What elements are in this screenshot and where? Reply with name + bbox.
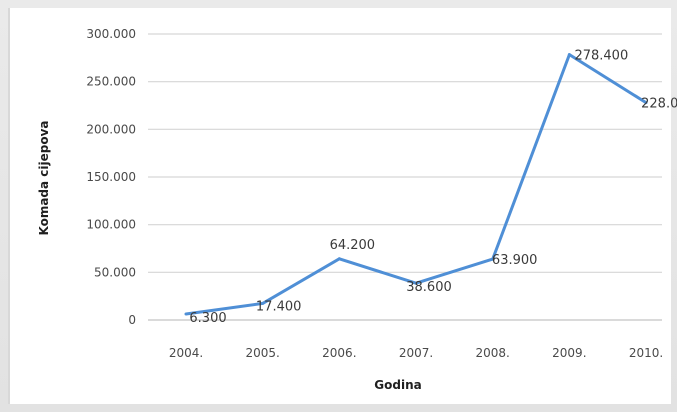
data-label: 278.400 [574,49,628,64]
x-tick-label: 2004. [169,346,203,360]
chart-area [8,8,671,404]
x-tick-label: 2005. [245,346,279,360]
data-label: 17.400 [256,299,302,314]
series-line-layer [184,53,648,316]
series-line [185,53,647,316]
y-tick-label: 150.000 [86,170,136,184]
x-tick-label: 2009. [552,346,586,360]
x-tick-label: 2007. [399,346,433,360]
data-label: 63.900 [492,253,538,268]
x-tick-label: 2010. [629,346,663,360]
data-label: 64.200 [330,238,376,253]
data-point [414,281,418,285]
data-point [261,301,265,305]
data-point [567,53,571,57]
gridlines [148,33,662,321]
x-axis-ticks: 2004. 2005. 2006. 2007. 2008. 2009. 2010. [169,346,663,360]
data-point [337,257,341,261]
data-labels: 6.300 17.400 64.200 38.600 63.900 278.400 228.… [189,49,677,326]
x-tick-label: 2006. [322,346,356,360]
data-label: 228.080 [641,97,677,112]
y-tick-label: 250.000 [86,75,136,89]
data-label: 6.300 [189,311,226,326]
data-point [184,312,188,316]
data-point [644,101,648,105]
y-tick-label: 100.000 [86,218,136,232]
x-axis-title: Godina [374,378,421,392]
y-axis-title: Komada cijepova [37,120,51,235]
y-tick-label: 50.000 [94,265,136,279]
y-tick-label: 200.000 [86,122,136,136]
y-axis-ticks: 0 50.000 100.000 150.000 200.000 250.000 300.0… [86,27,136,327]
data-point [491,257,495,261]
y-tick-label: 300.000 [86,27,136,41]
y-tick-label: 0 [128,313,136,327]
data-label: 38.600 [406,280,452,295]
x-tick-label: 2008. [476,346,510,360]
